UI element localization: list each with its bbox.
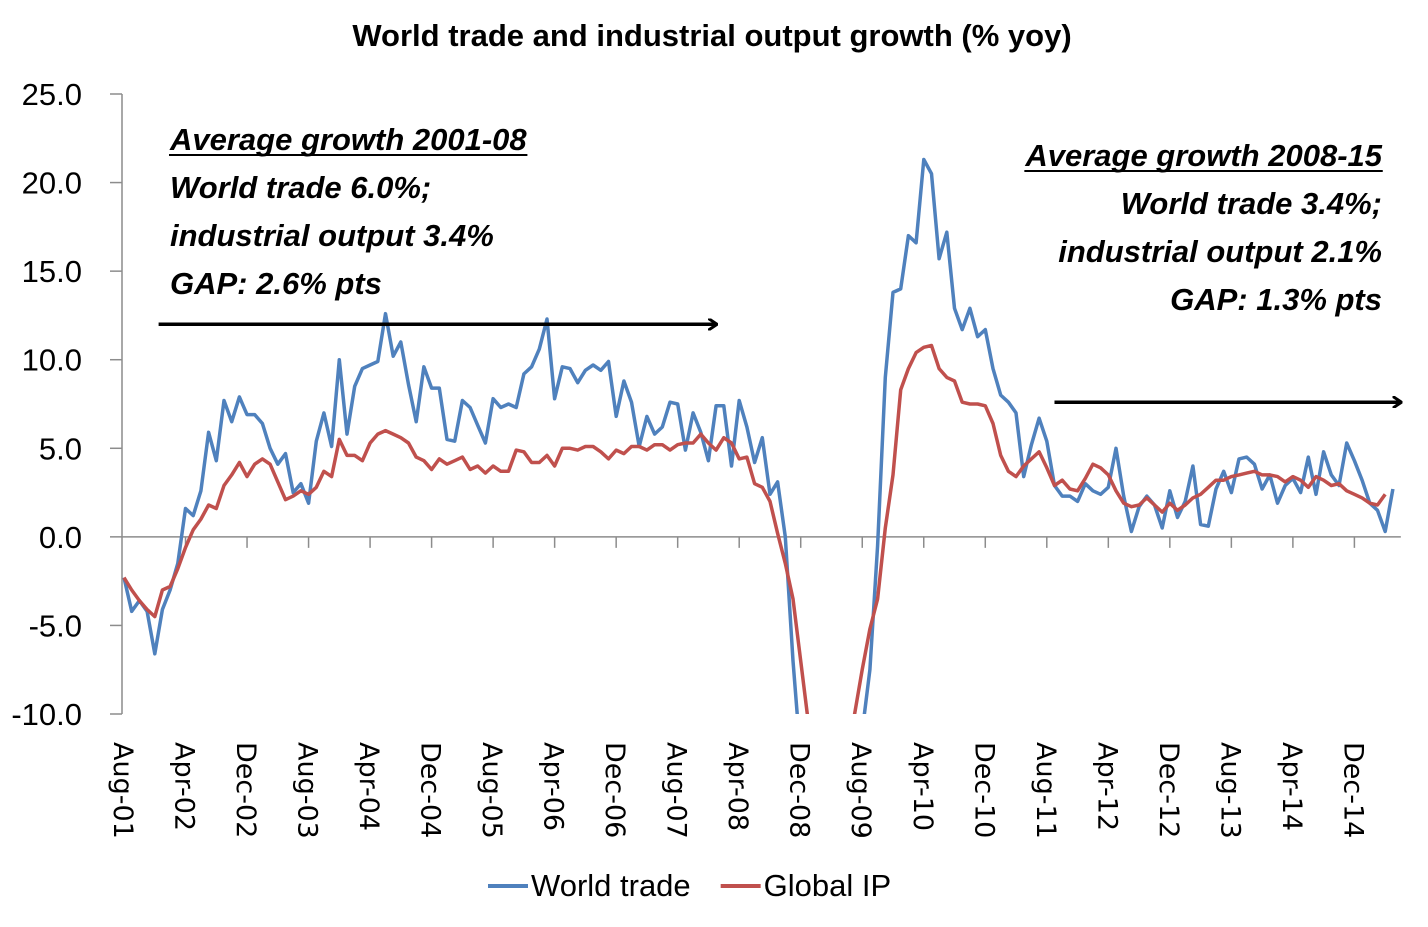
x-tick-label: Aug-11 [1030, 742, 1061, 839]
x-tick-label: Aug-13 [1214, 742, 1245, 839]
x-tick-label: Dec-10 [968, 742, 999, 838]
x-tick-label: Dec-12 [1153, 742, 1184, 838]
x-tick-label: Dec-06 [599, 742, 630, 838]
series-line-global-ip [122, 343, 1387, 714]
annotation-line: GAP: 1.3% pts [1170, 282, 1382, 317]
annotation-line: industrial output 2.1% [1058, 234, 1382, 269]
x-tick-label: Aug-09 [845, 742, 876, 839]
y-tick-label: -5.0 [29, 608, 82, 643]
annotation-line: GAP: 2.6% pts [170, 266, 382, 301]
x-tick-label: Dec-02 [230, 742, 261, 838]
chart-title: World trade and industrial output growth… [352, 18, 1071, 53]
annotation-heading: Average growth 2008-15 [1024, 138, 1382, 173]
y-tick-label: 0.0 [39, 520, 82, 555]
x-tick-label: Aug-05 [476, 742, 507, 839]
y-tick-label: -10.0 [11, 697, 82, 732]
y-tick-label: 10.0 [22, 343, 82, 378]
x-tick-label: Apr-04 [353, 742, 384, 831]
x-tick-label: Dec-08 [784, 742, 815, 838]
series-layer [122, 157, 1395, 714]
x-tick-label: Aug-07 [661, 742, 692, 839]
y-tick-label: 20.0 [22, 166, 82, 201]
x-tick-label: Apr-10 [907, 742, 938, 831]
x-tick-label: Aug-03 [292, 742, 323, 839]
x-tick-label: Dec-04 [415, 742, 446, 838]
legend-label: World trade [531, 868, 691, 903]
annotation-heading: Average growth 2001-08 [169, 122, 527, 157]
y-tick-label: 5.0 [39, 431, 82, 466]
annotation-line: World trade 6.0%; [170, 170, 431, 205]
legend: World trade Global IP [488, 868, 891, 903]
x-tick-label: Aug-01 [107, 742, 138, 839]
y-tick-label: 15.0 [22, 254, 82, 289]
x-axis: Aug-01 Apr-02 Dec-02 Aug-03 Apr-04 Dec-04 Aug-… [107, 536, 1401, 839]
x-tick-label: Apr-08 [722, 742, 753, 831]
x-tick-label: Apr-02 [169, 742, 200, 831]
annotation-line: industrial output 3.4% [170, 218, 494, 253]
annotations: Average growth 2001-08 World trade 6.0%; i… [158, 122, 1401, 402]
legend-label: Global IP [764, 868, 892, 903]
y-tick-label: 25.0 [22, 77, 82, 112]
x-tick-label: Apr-06 [538, 742, 569, 831]
x-tick-label: Dec-14 [1337, 742, 1368, 838]
y-axis: 25.0 20.0 15.0 10.0 5.0 0.0 -5.0 -10.0 [11, 77, 123, 732]
x-tick-label: Apr-14 [1276, 742, 1307, 831]
x-tick-label: Apr-12 [1091, 742, 1122, 831]
annotation-line: World trade 3.4%; [1121, 186, 1382, 221]
